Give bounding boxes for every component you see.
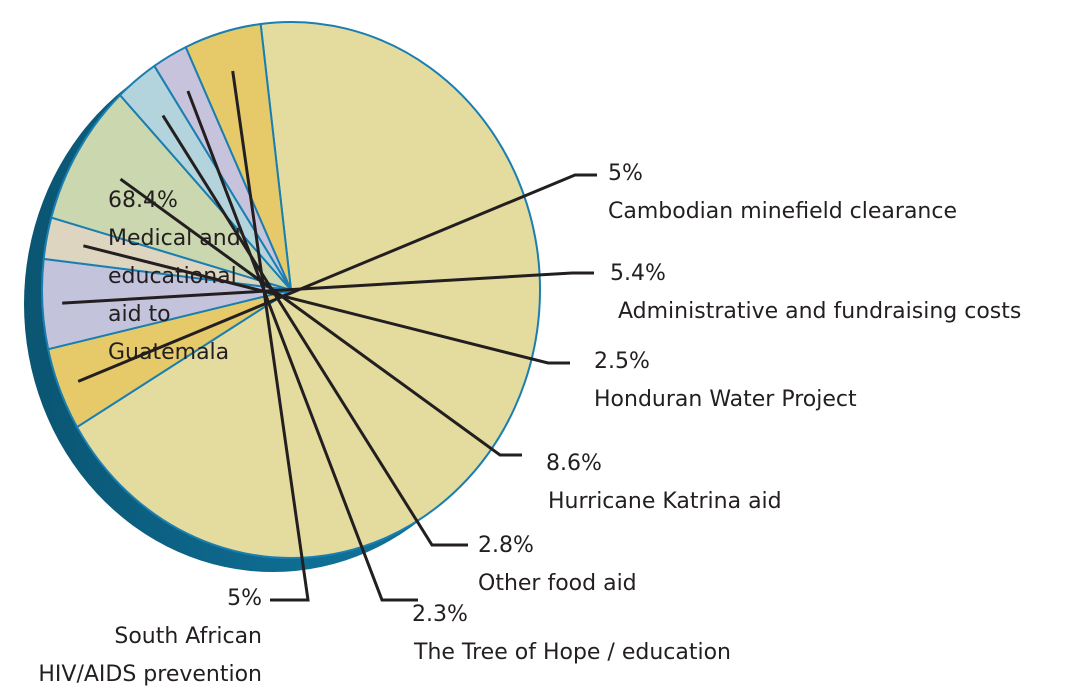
slice-label-cambodian-minefield-clearance: 5% Cambodian minefield clearance [608, 161, 957, 224]
slice-name-line: South African [114, 624, 262, 649]
leader-line-south-african [231, 70, 310, 602]
slice-name-line: The Tree of Hope / education [413, 640, 731, 665]
slice-name-line: Other food aid [478, 571, 637, 596]
leader-line-the-tree-of-hope-education [186, 90, 418, 602]
slice-label-south-african: 5% South African HIV/AIDS prevention [38, 586, 262, 686]
leader-line-cambodian-minefield-clearance [77, 173, 597, 383]
leader-line-administrative-and-fundraising-costs [62, 271, 594, 305]
slice-name-line: HIV/AIDS prevention [38, 662, 262, 686]
slice-label-the-tree-of-hope-education: 2.3% The Tree of Hope / education [412, 602, 731, 665]
slice-name-line: Medical and [108, 226, 241, 251]
slice-percent: 68.4% [108, 188, 178, 213]
slice-percent: 2.3% [412, 602, 468, 627]
slice-percent: 5.4% [610, 261, 666, 286]
slice-labels: 68.4% Medical and educational aid to Guatema… [38, 161, 1021, 686]
pie-slice-hurricane-katrina-aid [50, 94, 292, 291]
leader-line-hurricane-katrina-aid [119, 177, 522, 457]
slice-percent: 8.6% [546, 451, 602, 476]
leader-line-honduran-water-project [83, 244, 570, 365]
slice-name-line: aid to [108, 302, 171, 327]
slice-label-administrative-and-fundraising-costs: 5.4% Administrative and fundraising costs [610, 261, 1021, 324]
slice-name-line: Administrative and fundraising costs [618, 299, 1021, 324]
slice-label-honduran-water-project: 2.5% Honduran Water Project [594, 349, 857, 412]
pie-slice-south-african [184, 23, 292, 291]
slice-name-line: Cambodian minefield clearance [608, 199, 957, 224]
slice-name-line: Guatemala [108, 340, 229, 365]
slice-name-line: Honduran Water Project [594, 387, 857, 412]
slice-label-medical-and: 68.4% Medical and educational aid to Guatema… [108, 188, 241, 365]
slice-percent: 2.5% [594, 349, 650, 374]
slice-label-other-food-aid: 2.8% Other food aid [478, 533, 637, 596]
slice-label-hurricane-katrina-aid: 8.6% Hurricane Katrina aid [546, 451, 782, 514]
slice-percent: 5% [608, 161, 643, 186]
slice-percent: 2.8% [478, 533, 534, 558]
leader-lines [62, 70, 597, 602]
slice-percent: 5% [227, 586, 262, 611]
slice-name-line: educational [108, 264, 237, 289]
slice-name-line: Hurricane Katrina aid [548, 489, 782, 514]
